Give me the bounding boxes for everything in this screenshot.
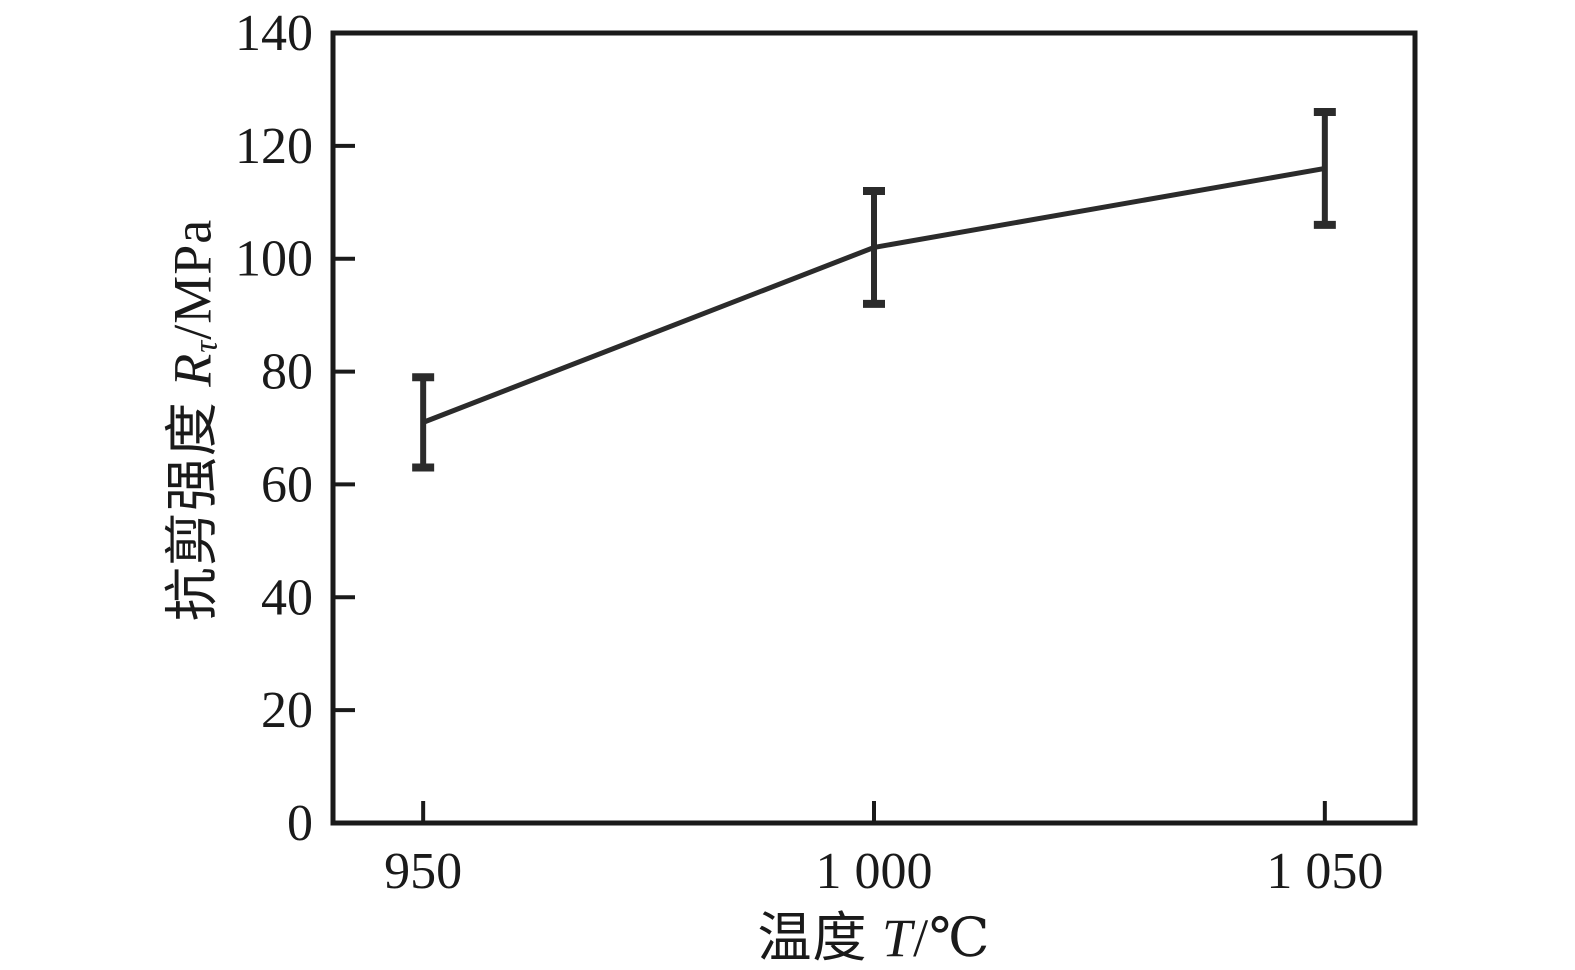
x-tick-label: 950 [384, 843, 462, 900]
x-tick-label: 1 000 [816, 843, 933, 900]
x-axis-unit: /℃ [913, 908, 991, 968]
y-tick-label: 0 [287, 795, 313, 852]
x-axis-label: 温度 T/℃ [758, 893, 991, 970]
y-tick-label: 60 [261, 456, 313, 513]
plot-border [330, 30, 1418, 826]
x-tick-label: 1 050 [1266, 843, 1383, 900]
x-axis-variable: T [882, 908, 914, 968]
y-tick-label: 140 [235, 5, 313, 62]
data-line [422, 165, 1326, 425]
y-tick-label: 40 [261, 569, 313, 626]
y-axis-variable-subscript: τ [187, 339, 225, 353]
y-tick-label: 20 [261, 682, 313, 739]
y-axis-label-text: 抗剪强度 [162, 386, 223, 622]
y-tick-label: 100 [235, 231, 313, 288]
y-axis-label: 抗剪强度 Rτ/MPa [148, 219, 227, 622]
y-axis-variable: R [162, 352, 223, 387]
y-tick-label: 80 [261, 344, 313, 401]
y-axis-unit: /MPa [162, 218, 223, 340]
x-axis-label-text: 温度 [757, 908, 883, 968]
y-tick-label: 120 [235, 118, 313, 175]
